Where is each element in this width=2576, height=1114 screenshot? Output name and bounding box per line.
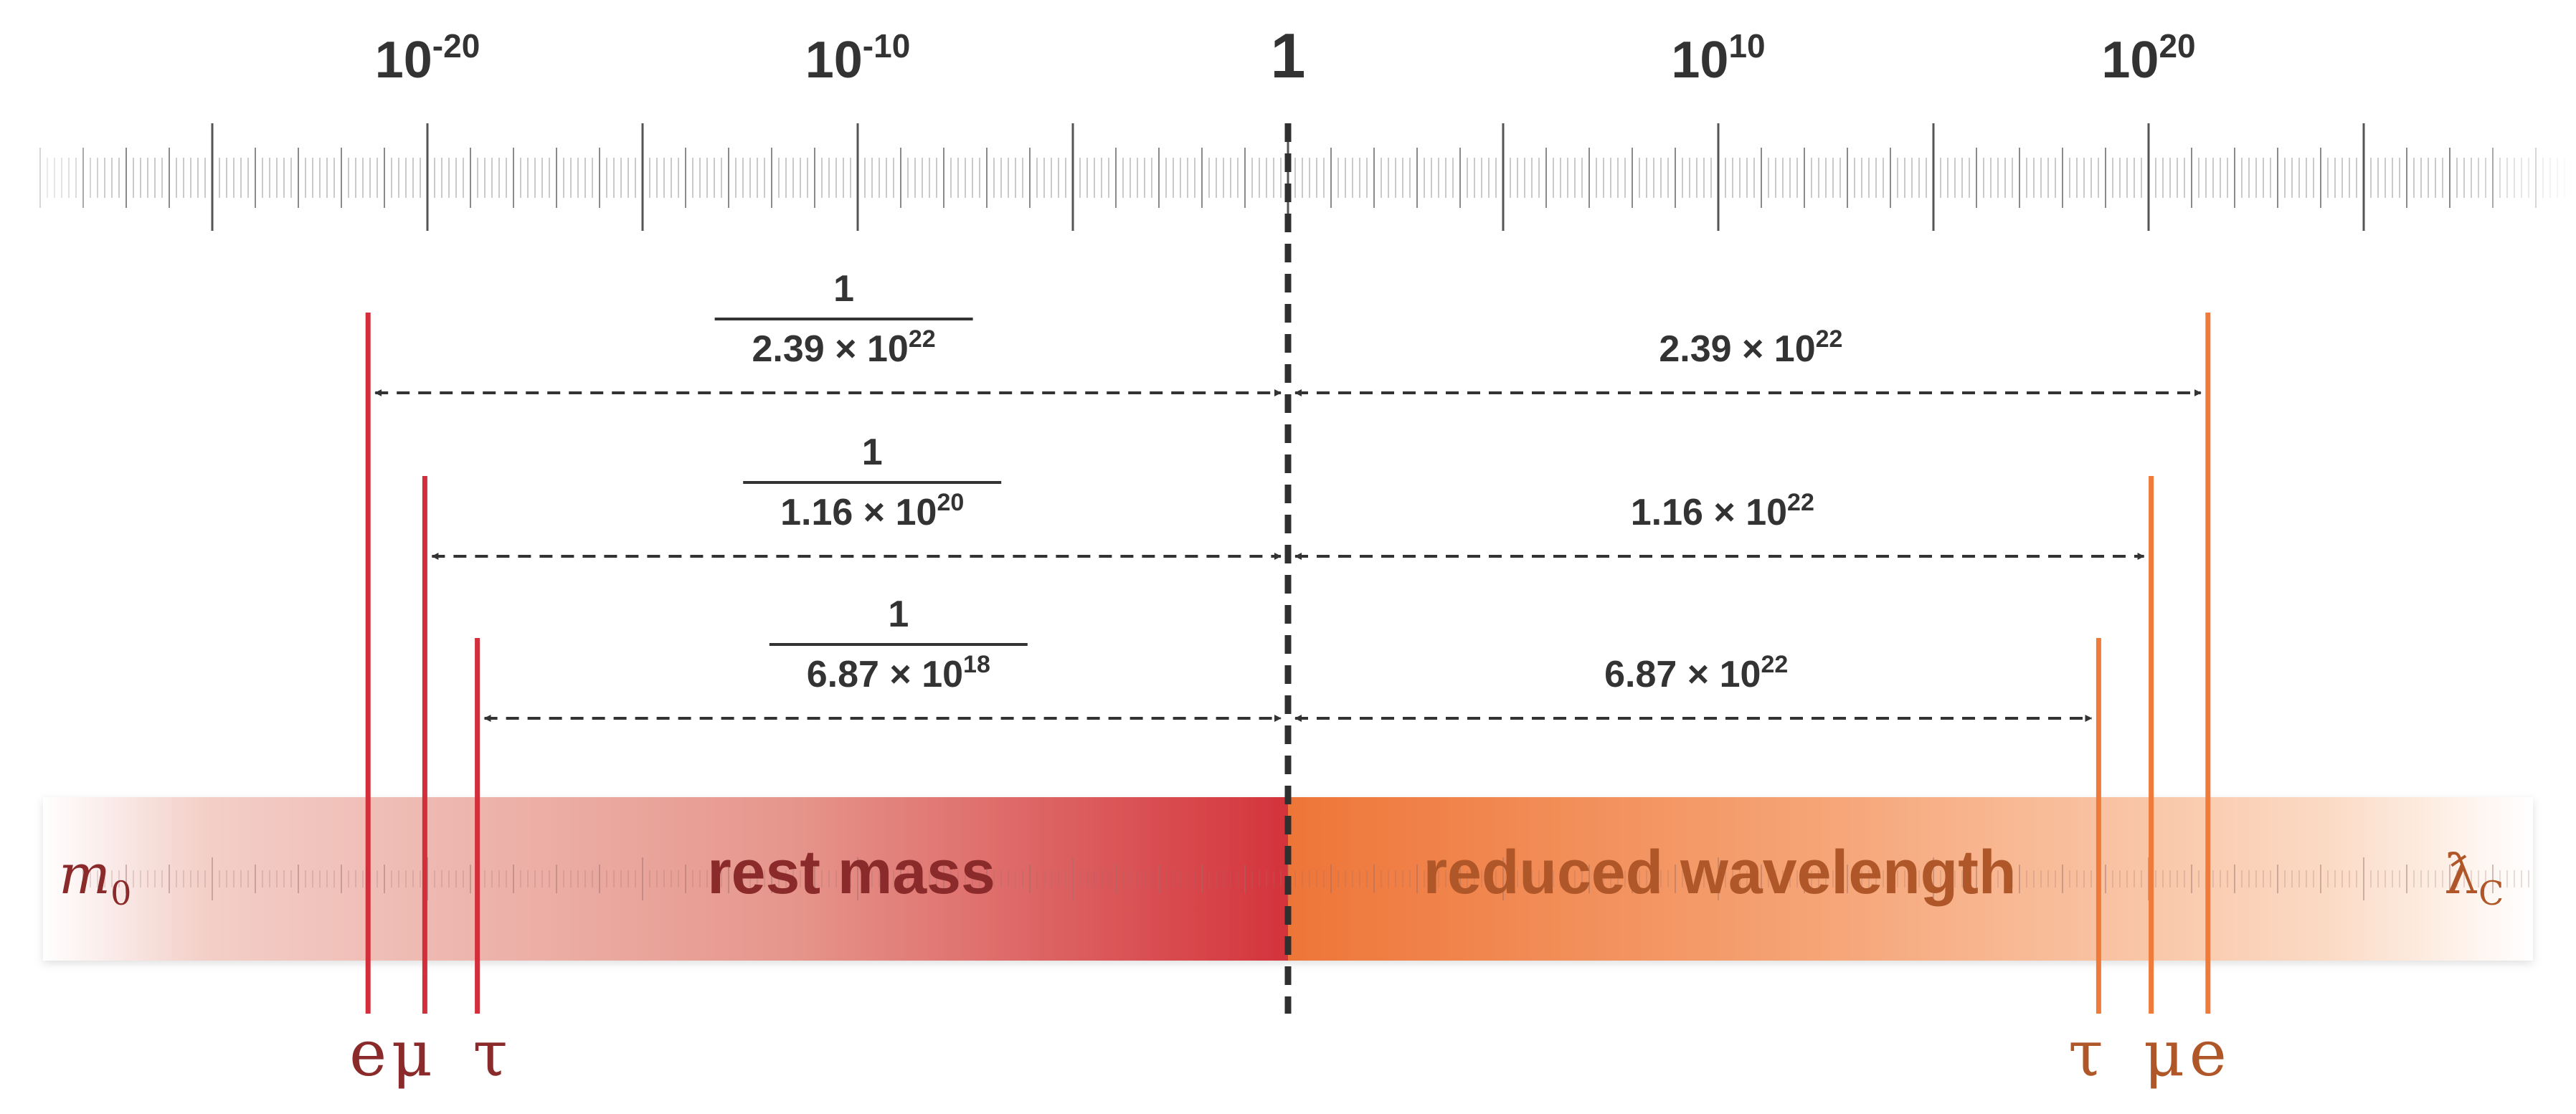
wavelength-ratio-exp: 22: [1761, 651, 1788, 678]
wavelength-ratio-label: 6.87 × 1022: [1604, 651, 1788, 695]
scale-label-exponent: -20: [432, 27, 480, 65]
wavelength-ratio-coef: 6.87 × 10: [1604, 654, 1761, 695]
rest-mass-label: rest mass: [707, 838, 995, 907]
reduced-wavelength-label: reduced wavelength: [1424, 838, 2017, 907]
rest-mass-symbol: m0: [59, 842, 131, 913]
wavelength-ratio-exp: 22: [1787, 489, 1814, 516]
wavelength-ratio-label: 1.16 × 1022: [1631, 489, 1814, 533]
fraction-denominator-exp: 22: [909, 325, 936, 353]
scale-label-base: 10: [375, 32, 432, 89]
top-scale-ruler: [39, 123, 2572, 231]
reduced-wavelength-symbol: ƛC: [2444, 842, 2504, 913]
scale-label-base: 10: [805, 32, 863, 89]
rest-mass-symbol-base: m: [59, 842, 110, 906]
scale-label-exponent: 20: [2159, 27, 2195, 65]
scale-label-base: 1: [1271, 20, 1306, 91]
particle-label-left: τ: [473, 1017, 508, 1090]
scale-label-exponent: 10: [1728, 27, 1765, 65]
scale-label-exponent: -10: [863, 27, 910, 65]
scale-labels: 10-20 10-10 1 1010 1020: [375, 20, 2196, 91]
fraction-denominator-coef: 1.16 × 10: [780, 492, 937, 533]
reduced-wavelength-band: [1288, 797, 2533, 961]
fraction-denominator-exp: 18: [963, 651, 990, 678]
fraction-numerator: 1: [888, 594, 909, 635]
wavelength-ratio-coef: 2.39 × 10: [1659, 328, 1815, 370]
wavelength-ratio-label: 2.39 × 1022: [1659, 325, 1842, 370]
fraction-denominator: 6.87 × 1018: [807, 651, 990, 695]
scale-label: 1010: [1671, 27, 1765, 89]
fraction-numerator: 1: [862, 432, 883, 473]
fraction-denominator-coef: 6.87 × 10: [807, 654, 963, 695]
scale-label: 1: [1271, 20, 1306, 91]
ruler-fade-left: [0, 115, 115, 244]
fraction-denominator: 1.16 × 1020: [780, 489, 964, 533]
value-band: [43, 797, 2533, 961]
scale-label: 1020: [2101, 27, 2195, 89]
rest-mass-symbol-sub: 0: [110, 874, 131, 913]
wavelength-ratio-exp: 22: [1816, 325, 1843, 353]
particle-label-left: μ: [392, 1017, 432, 1090]
particle-label-right: μ: [2144, 1017, 2184, 1090]
fraction-denominator-coef: 2.39 × 10: [752, 328, 909, 370]
particle-lines: [365, 313, 2211, 1014]
ruler-fade-right: [2461, 115, 2576, 244]
fraction-denominator: 2.39 × 1022: [752, 325, 936, 370]
fraction-numerator: 1: [833, 268, 854, 310]
band-tick-marks: [82, 857, 2529, 900]
reduced-wavelength-symbol-sub: C: [2478, 874, 2504, 913]
reduced-wavelength-symbol-base: ƛ: [2444, 842, 2478, 906]
scale-label-base: 10: [2101, 32, 2159, 89]
particle-label-right: e: [2189, 1017, 2227, 1090]
particle-label-left: e: [349, 1017, 387, 1090]
scale-label: 10-10: [805, 27, 911, 89]
wavelength-ratio-coef: 1.16 × 10: [1631, 492, 1787, 533]
particle-label-right: τ: [2068, 1017, 2103, 1090]
dashed-arrows: [374, 389, 2202, 722]
scale-label-base: 10: [1671, 32, 1728, 89]
rest-mass-band: [43, 797, 1288, 961]
scale-label: 10-20: [375, 27, 480, 89]
fraction-denominator-exp: 20: [937, 489, 964, 516]
